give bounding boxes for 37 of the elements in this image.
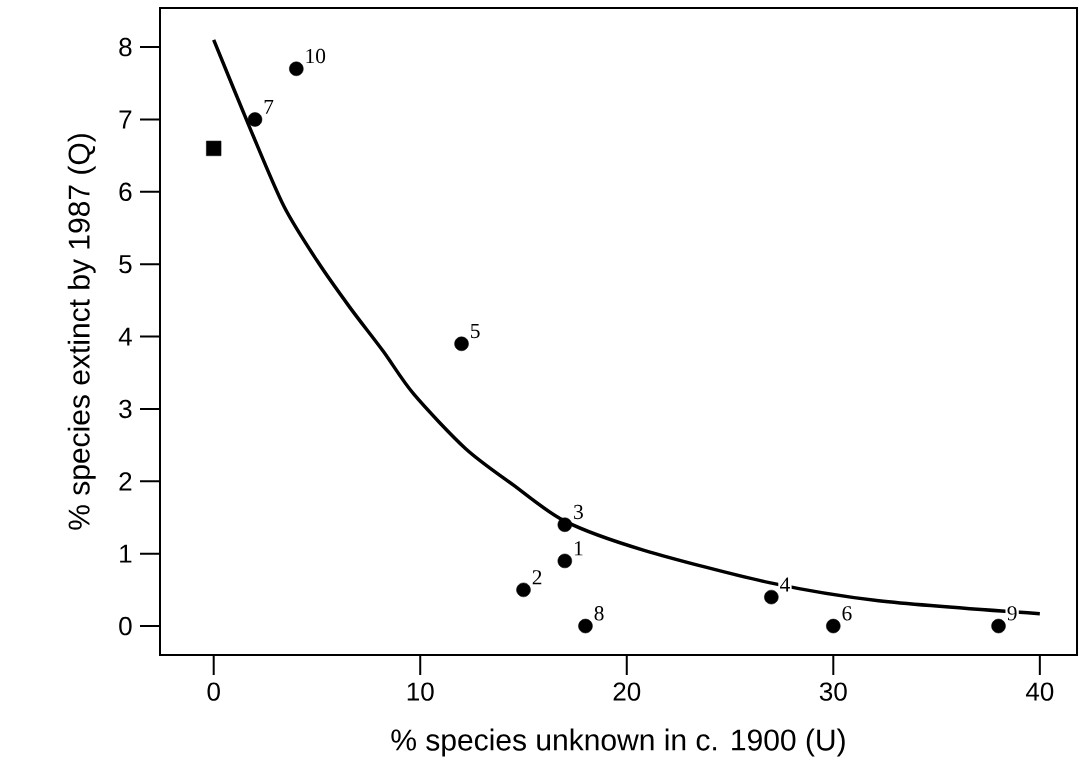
point (557, 517, 573, 532)
annotation: 8 (594, 606, 604, 621)
y-tick-label: 0 (119, 616, 132, 636)
annotation: 1 (574, 541, 583, 556)
x-tick-label: 30 (819, 682, 847, 701)
annotation: 6 (842, 606, 852, 621)
y-tick-label: 2 (119, 472, 132, 491)
annotation: 9 (1007, 606, 1017, 621)
x-tick-label: 0 (207, 682, 220, 701)
annotation: 10 (306, 48, 326, 64)
x-tick-label: 40 (1025, 682, 1054, 701)
y-axis-title: % species extinct by 1987 (Q) (67, 134, 96, 530)
annotation: 7 (264, 99, 274, 114)
y-tick-label: 5 (119, 255, 132, 274)
annotation: 2 (532, 570, 542, 585)
y-tick-label: 3 (119, 399, 132, 419)
point (578, 618, 593, 634)
y-tick-label: 4 (118, 327, 132, 346)
point (516, 582, 531, 598)
point (991, 618, 1006, 634)
point (454, 336, 469, 351)
point (764, 589, 779, 605)
point (289, 61, 304, 76)
annotation: 3 (574, 504, 583, 520)
y-tick-label: 1 (120, 544, 132, 563)
x-tick-label: 20 (613, 682, 641, 701)
point (247, 112, 263, 127)
y-tick-label: 8 (119, 37, 132, 57)
y-tick-label: 6 (119, 182, 132, 202)
point (826, 618, 841, 634)
y-tick-label: 7 (119, 110, 132, 129)
x-tick-label: 10 (407, 682, 434, 701)
x-axis-title: % species unknown in c. 1900 (U) (391, 728, 845, 757)
annotation: 4 (780, 577, 790, 592)
point (557, 553, 573, 569)
point (206, 140, 222, 156)
annotation: 5 (471, 324, 480, 339)
